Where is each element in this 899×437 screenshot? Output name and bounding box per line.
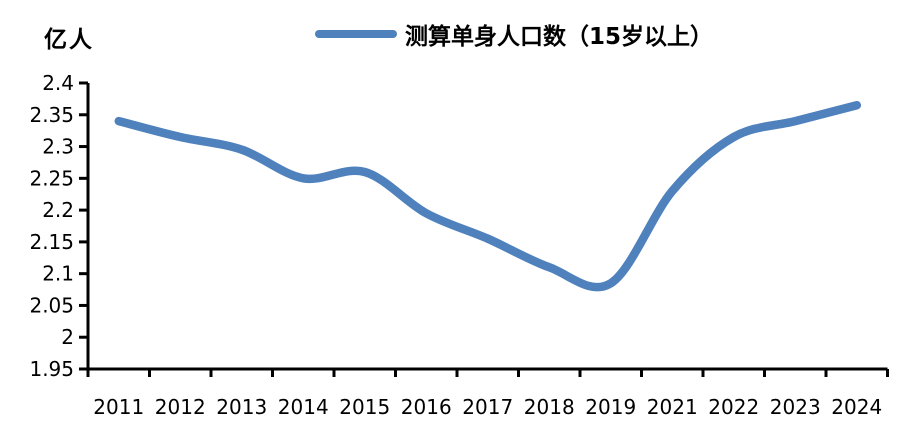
legend-line-swatch	[315, 30, 397, 38]
y-tick-label: 2.1	[42, 262, 74, 286]
y-axis-unit-label: 亿人	[44, 27, 94, 53]
y-tick-label: 2.2	[42, 198, 74, 222]
y-tick-label: 2.3	[42, 135, 74, 159]
y-tick-label: 2.15	[29, 230, 74, 254]
series-line	[114, 100, 862, 292]
y-tick-label: 2.25	[29, 166, 74, 190]
x-tick-label: 2015	[339, 395, 390, 419]
x-tick-label: 2014	[278, 395, 329, 419]
x-tick-label: 2018	[524, 395, 575, 419]
legend: 测算单身人口数（15岁以上）	[315, 19, 714, 50]
y-tick-label: 1.95	[29, 357, 74, 381]
y-tick-label: 2	[61, 325, 74, 349]
y-tick-label: 2.05	[29, 293, 74, 317]
x-tick-label: 2022	[708, 395, 759, 419]
x-tick-label: 2024	[831, 395, 882, 419]
x-tick-label: 2017	[462, 395, 513, 419]
y-tick-label: 2.35	[29, 103, 74, 127]
x-tick-label: 2019	[585, 395, 636, 419]
x-tick-label: 2021	[647, 395, 698, 419]
x-tick-label: 2012	[155, 395, 206, 419]
y-tick-label: 2.4	[42, 71, 74, 95]
x-tick-label: 2011	[93, 395, 144, 419]
x-tick-label: 2013	[216, 395, 267, 419]
legend-label: 测算单身人口数（15岁以上）	[405, 24, 714, 50]
x-tick-label: 2023	[770, 395, 821, 419]
x-tick-label: 2016	[401, 395, 452, 419]
